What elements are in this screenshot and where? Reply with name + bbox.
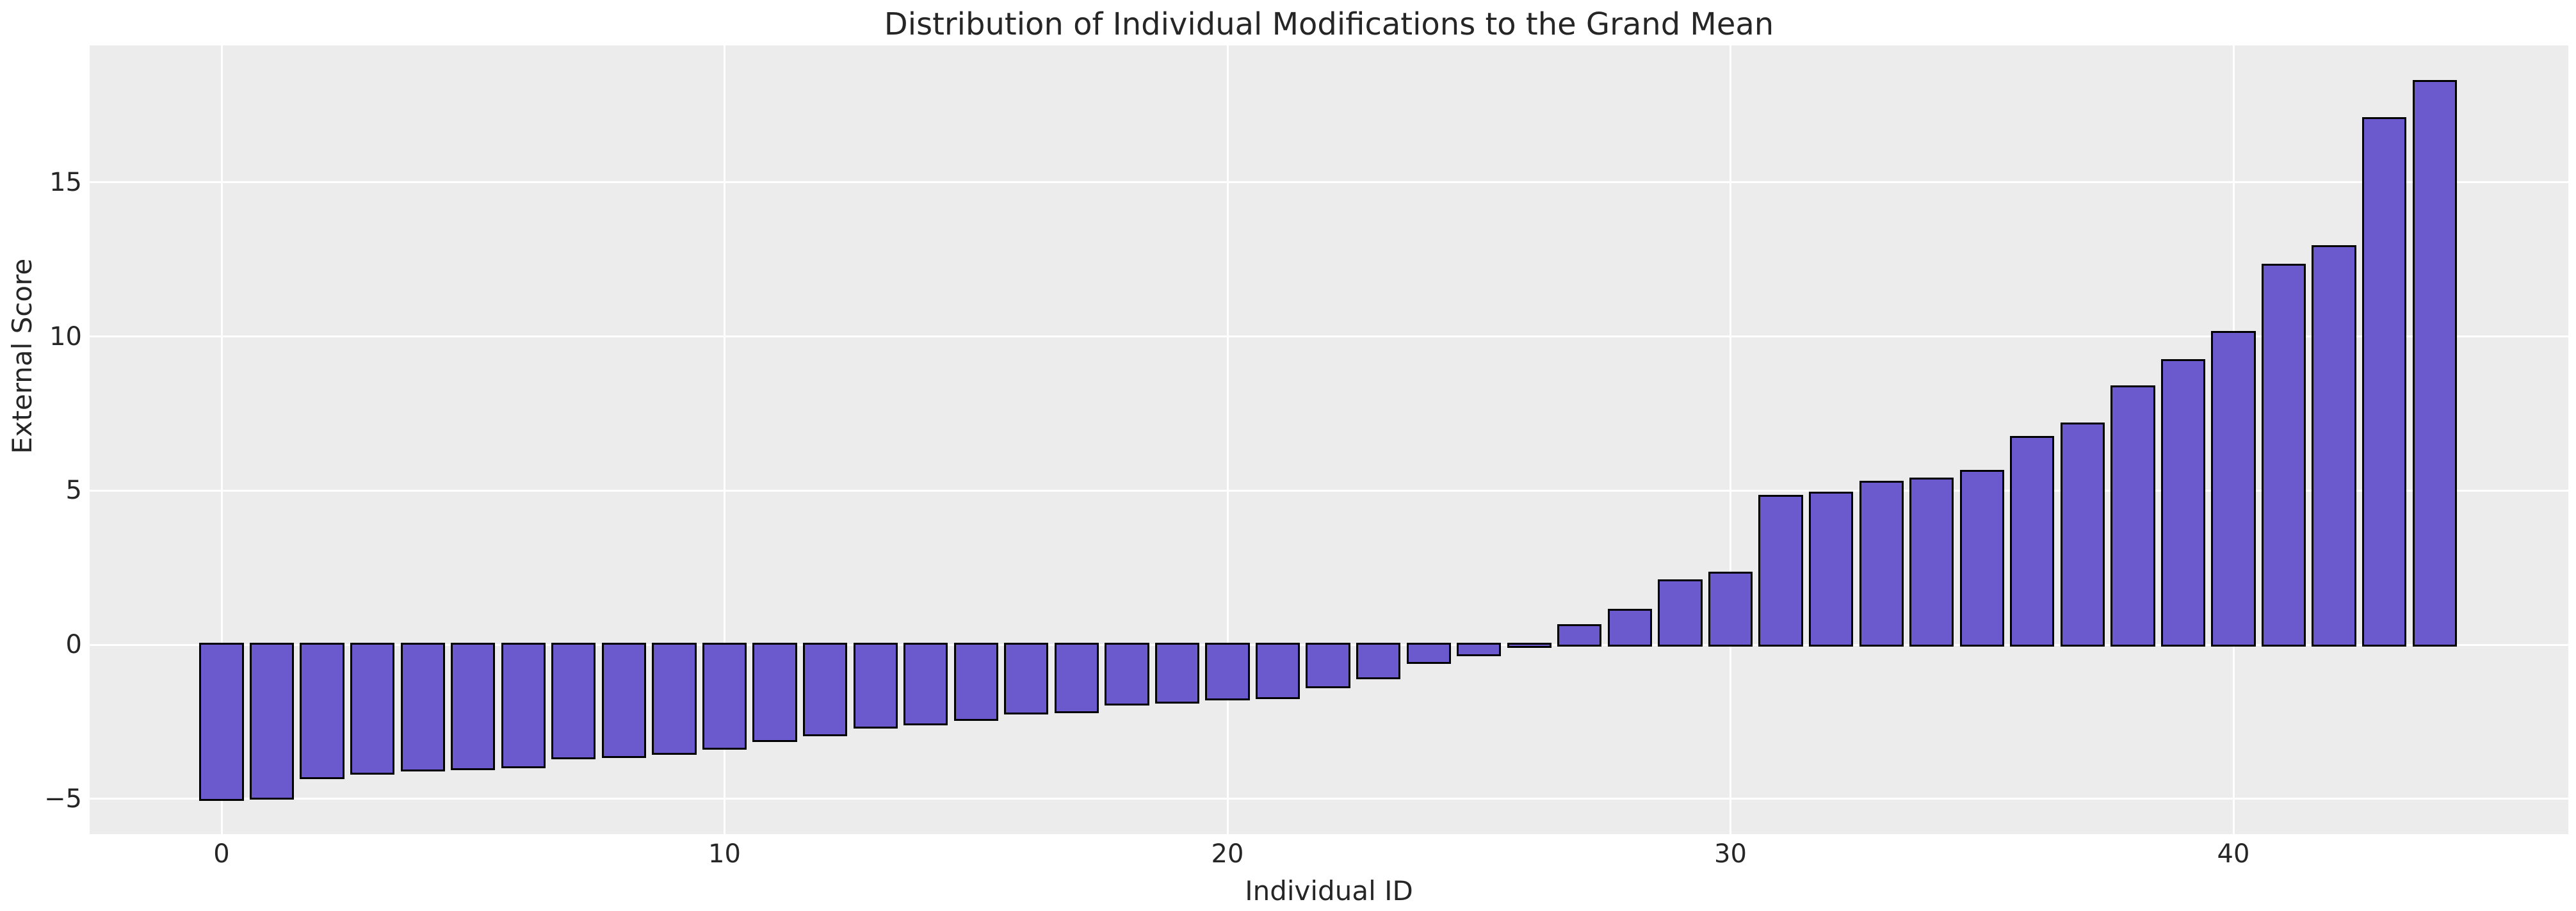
bar-individual-33 bbox=[1859, 481, 1904, 647]
bar-individual-25 bbox=[1457, 642, 1502, 656]
y-tick-label-15: 15 bbox=[49, 167, 82, 197]
bar-individual-22 bbox=[1306, 642, 1350, 689]
bar-individual-43 bbox=[2362, 117, 2407, 647]
bar-individual-31 bbox=[1758, 494, 1803, 647]
bar-individual-44 bbox=[2412, 80, 2457, 647]
gridline-vertical bbox=[220, 45, 223, 834]
chart-title: Distribution of Individual Modifications… bbox=[884, 6, 1774, 42]
bar-individual-14 bbox=[903, 642, 948, 725]
y-tick-label-0: 0 bbox=[65, 630, 82, 659]
bar-individual-6 bbox=[501, 642, 546, 769]
bar-individual-28 bbox=[1607, 608, 1652, 647]
bar-individual-26 bbox=[1507, 642, 1551, 648]
bar-individual-4 bbox=[400, 642, 445, 772]
bar-individual-10 bbox=[702, 642, 747, 750]
bar-individual-38 bbox=[2110, 385, 2155, 647]
bar-individual-0 bbox=[199, 642, 244, 801]
bar-individual-2 bbox=[300, 642, 344, 780]
x-tick-label-30: 30 bbox=[1714, 839, 1747, 869]
bar-individual-1 bbox=[249, 642, 295, 800]
bar-individual-5 bbox=[451, 642, 496, 770]
bar-individual-42 bbox=[2312, 245, 2356, 647]
gridline-vertical bbox=[1729, 45, 1731, 834]
bar-individual-7 bbox=[551, 642, 596, 759]
bar-individual-32 bbox=[1808, 491, 1854, 647]
bar-individual-34 bbox=[1909, 478, 1954, 647]
plot-area bbox=[90, 45, 2568, 834]
bar-individual-11 bbox=[752, 642, 797, 743]
bar-individual-21 bbox=[1255, 642, 1300, 700]
bar-individual-29 bbox=[1658, 579, 1703, 647]
x-tick-label-10: 10 bbox=[708, 839, 741, 869]
y-tick-label--5: −5 bbox=[44, 784, 82, 814]
bar-individual-27 bbox=[1557, 624, 1602, 647]
bar-individual-19 bbox=[1154, 642, 1200, 704]
bar-individual-12 bbox=[802, 642, 848, 736]
x-tick-label-40: 40 bbox=[2217, 839, 2250, 869]
bar-individual-15 bbox=[953, 642, 998, 721]
gridline-horizontal bbox=[90, 181, 2568, 184]
y-tick-label-10: 10 bbox=[49, 321, 82, 351]
bar-individual-17 bbox=[1054, 642, 1099, 713]
bar-individual-37 bbox=[2060, 422, 2105, 647]
gridline-horizontal bbox=[90, 798, 2568, 800]
bar-individual-23 bbox=[1356, 642, 1401, 679]
gridline-horizontal bbox=[90, 335, 2568, 337]
bar-individual-3 bbox=[350, 642, 395, 775]
gridline-vertical bbox=[1226, 45, 1229, 834]
x-axis-label: Individual ID bbox=[1245, 875, 1413, 907]
bar-individual-36 bbox=[2010, 436, 2055, 647]
bar-individual-35 bbox=[1959, 470, 2004, 647]
bar-individual-40 bbox=[2211, 331, 2256, 647]
bar-individual-16 bbox=[1004, 642, 1049, 715]
gridline-vertical bbox=[724, 45, 725, 834]
bar-individual-8 bbox=[601, 642, 646, 758]
y-axis-label: External Score bbox=[6, 258, 38, 454]
bar-individual-24 bbox=[1406, 642, 1451, 664]
bar-individual-9 bbox=[652, 642, 697, 755]
x-tick-label-0: 0 bbox=[213, 839, 230, 869]
bar-individual-13 bbox=[853, 642, 898, 729]
bar-individual-18 bbox=[1105, 642, 1149, 705]
gridline-horizontal bbox=[90, 489, 2568, 492]
y-tick-label-5: 5 bbox=[65, 476, 82, 506]
bar-individual-41 bbox=[2261, 263, 2306, 647]
bar-individual-20 bbox=[1205, 642, 1250, 701]
bar-individual-39 bbox=[2160, 359, 2206, 647]
x-tick-label-20: 20 bbox=[1211, 839, 1244, 869]
bar-individual-30 bbox=[1708, 572, 1753, 647]
